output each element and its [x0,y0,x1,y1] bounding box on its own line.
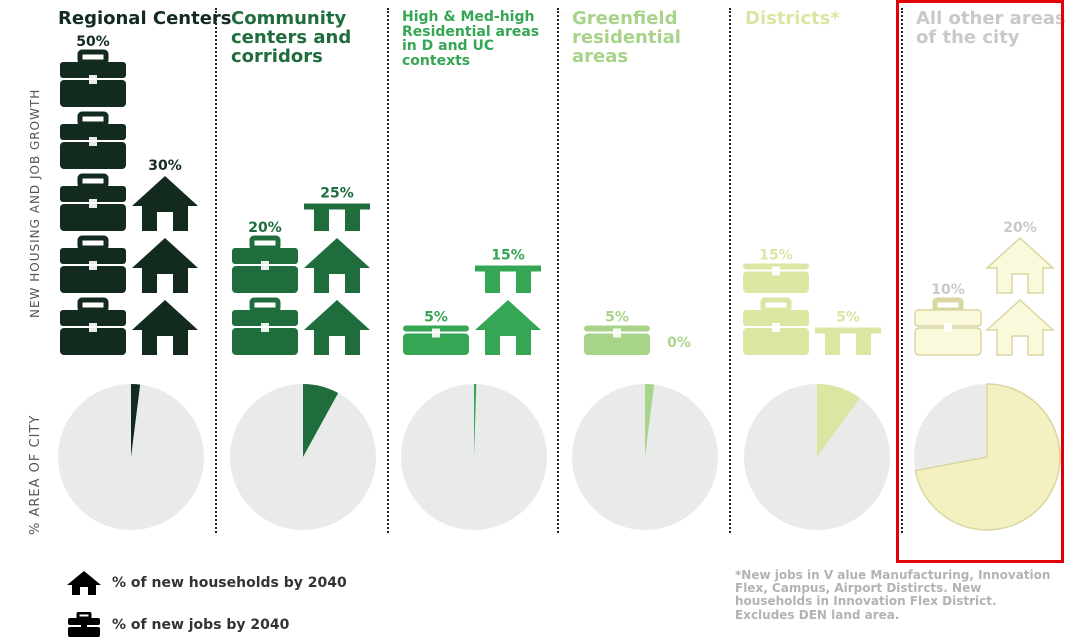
jobs-value-label: 50% [76,34,110,50]
briefcase-icon [60,173,126,231]
area-pie [230,384,376,530]
house-icon [132,176,198,231]
category-title-districts: Districts* [745,8,840,29]
house-icon [304,238,370,293]
jobs-value-label: 10% [931,282,965,298]
pie-slice [474,384,477,457]
pie-slice [303,384,339,457]
category-title-greenfield: Greenfield residential areas [572,8,681,67]
jobs-stack [914,297,982,356]
legend-households-label: % of new households by 2040 [112,575,347,591]
jobs-stack [232,235,298,355]
house-icon [985,298,1055,356]
area-pie [914,383,1061,531]
house-icon [304,300,370,355]
briefcase-icon [232,235,298,293]
households-value-label: 30% [148,158,182,174]
house-icon [815,327,881,355]
highlight-box [896,0,1064,563]
briefcase-icon [743,263,809,293]
households-value-label: 25% [320,186,354,202]
jobs-stack [584,325,650,355]
column-separator [901,8,903,533]
column-separator [557,8,559,533]
house-icon [132,238,198,293]
column-separator [729,8,731,533]
legend-jobs-label: % of new jobs by 2040 [112,617,290,633]
briefcase-icon [403,325,469,355]
briefcase-icon [60,111,126,169]
column-separator [387,8,389,533]
area-pie [401,384,547,530]
category-title-community: Community centers and corridors [231,8,352,67]
jobs-value-label: 15% [759,248,793,264]
jobs-value-label: 5% [424,310,448,326]
category-title-regional: Regional Centers [58,8,232,29]
pie-slice [645,384,655,457]
jobs-stack [743,263,809,355]
area-pie [58,384,204,530]
briefcase-icon [60,297,126,355]
briefcase-icon [584,325,650,355]
jobs-stack [60,49,126,355]
area-pie [572,384,718,530]
house-icon [67,571,101,595]
house-icon [475,300,541,355]
households-value-label: 20% [1003,220,1037,236]
households-stack [304,203,370,355]
households-value-label: 15% [491,248,525,264]
house-icon [132,300,198,355]
footnote: *New jobs in V alue Manufacturing, Innov… [735,568,1051,622]
jobs-value-label: 20% [248,220,282,236]
pie-slice [131,384,141,457]
house-icon [304,203,370,231]
legend-households: % of new households by 2040 [66,570,347,596]
households-stack [815,327,881,355]
briefcase-icon [232,297,298,355]
legend-jobs: % of new jobs by 2040 [66,612,289,638]
column-separator [215,8,217,533]
households-stack [985,236,1055,356]
category-title-other: All other areas of the city [916,8,1066,48]
house-icon [475,265,541,293]
briefcase-icon [914,297,982,356]
pie-slice [914,383,1061,531]
briefcase-icon [60,49,126,107]
jobs-value-label: 5% [605,310,629,326]
briefcase-icon [60,235,126,293]
briefcase-icon [68,612,100,637]
households-value-label: 5% [836,310,860,326]
households-stack [132,176,198,355]
area-pie [744,384,890,530]
briefcase-icon [743,297,809,355]
house-icon [985,236,1055,294]
jobs-stack [403,325,469,355]
households-stack [475,265,541,355]
category-title-residential: High & Med-high Residential areas in D a… [402,9,540,70]
households-value-label: 0% [667,335,691,351]
pie-slice [817,384,860,457]
